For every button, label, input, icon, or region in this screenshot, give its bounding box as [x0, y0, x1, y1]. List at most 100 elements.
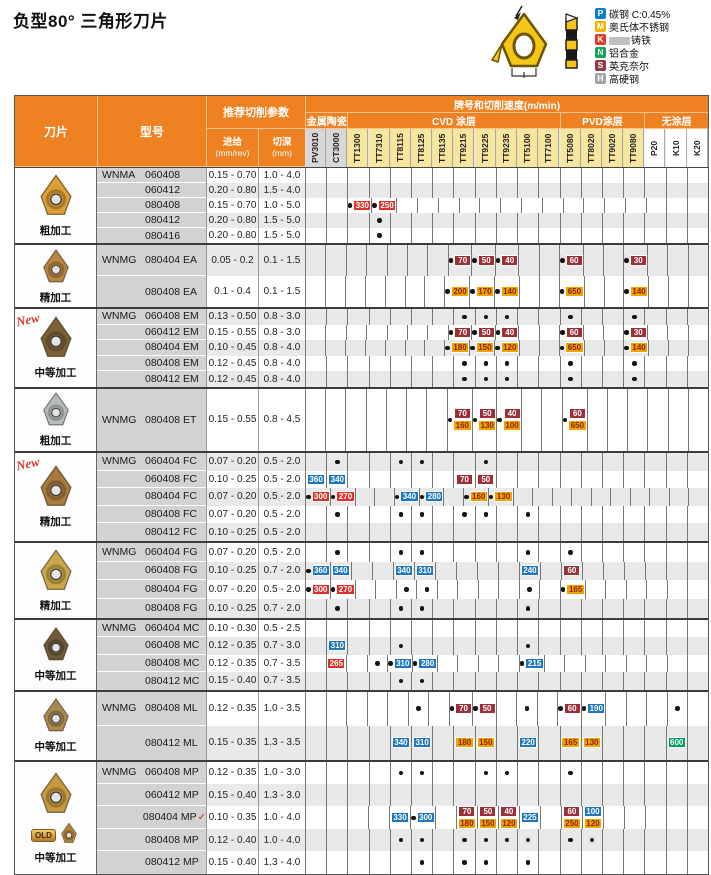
- speed-cell-K10: [665, 761, 687, 785]
- speed-box: 310: [328, 640, 347, 652]
- speed-cell-P20: [644, 371, 666, 387]
- grade-column-TT9215: TT9215: [453, 129, 475, 167]
- speed-cell-PV3010: 300: [305, 488, 330, 506]
- speed-cell-PV3010: [305, 340, 325, 356]
- legend-label: 铝合金: [609, 48, 639, 60]
- speed-cell-TT9235: 120: [494, 340, 519, 356]
- speed-cell-TT7100: [551, 488, 572, 506]
- speed-cell-TT5100: [517, 761, 539, 785]
- table-row: WNMG 080408 ML 0.12 - 0.35 1.0 - 3.5 70 50 60 1…: [97, 691, 708, 726]
- speed-cell-TT8125: [411, 228, 433, 243]
- speed-cell-TT1300: [347, 828, 369, 852]
- speed-box: 70: [456, 473, 474, 485]
- speed-cell-TT7310: [368, 168, 390, 183]
- machining-type-caption: 中等加工: [34, 741, 77, 754]
- speed-cell-TT8135: [432, 505, 454, 524]
- availability-dot: [375, 661, 380, 666]
- table-row: 080404 FG 0.07 - 0.20 0.5 - 2.0 300 270 165: [97, 580, 708, 599]
- speed-cell-TT7100: [538, 276, 559, 307]
- grade-column-TT8125: TT8125: [411, 129, 433, 167]
- speed-cell-P20: [644, 561, 666, 581]
- speed-cell-TT5080: [559, 619, 581, 638]
- speed-cell-PV3010: [305, 599, 327, 618]
- insert-photo-cell: 精加工: [15, 245, 97, 307]
- speed-cell-TT7310: [366, 691, 388, 726]
- speed-cell-TT8020: [580, 523, 602, 541]
- speed-cell-TT5080: [559, 452, 581, 471]
- speed-cell-TT5080: [559, 599, 581, 618]
- speed-cell-TT5080: 60: [560, 561, 582, 581]
- grade-column-TT9225: TT9225: [474, 129, 496, 167]
- speed-cell-TT8115: [389, 452, 412, 471]
- speed-cell-CT3000: [326, 761, 348, 785]
- speed-cell-TT8125: [404, 340, 425, 356]
- speed-cell-TT9235: [495, 619, 518, 638]
- availability-dot: [632, 376, 637, 382]
- table-row: WNMG 060408 MP 0.12 - 0.35 1.0 - 3.0: [97, 761, 708, 785]
- speed-cell-TT9080: [623, 599, 645, 618]
- speed-cell-TT5100: [517, 452, 539, 471]
- speed-cell-TT7310: 250: [371, 198, 397, 213]
- speed-cell-TT5080: [559, 309, 581, 325]
- availability-dot: [581, 706, 587, 711]
- doc-cell: 1.0 - 3.0: [258, 761, 305, 785]
- availability-dot: [624, 289, 629, 294]
- material-class-icon: H: [595, 72, 606, 84]
- old-insert-photo: [58, 822, 80, 849]
- speed-cell-TT8135: [432, 784, 454, 807]
- speed-box: 50: [478, 703, 496, 715]
- speed-cell-TT9215: 200: [444, 276, 470, 307]
- speed-box: 200: [450, 286, 470, 297]
- availability-dot: [525, 512, 531, 517]
- speed-cell-TT8115: [389, 828, 412, 852]
- doc-cell: 0.7 - 3.5: [258, 672, 305, 690]
- speed-cell-TT7100: [538, 672, 560, 690]
- model-cell: 080408: [97, 198, 206, 213]
- speed-cell-TT8115: [389, 637, 412, 655]
- shank-drawing: [565, 13, 579, 69]
- availability-dot: [398, 678, 404, 684]
- speed-cell-TT8135: [432, 542, 454, 562]
- grade-column-TT8115: TT8115: [389, 129, 412, 167]
- speed-cell-TT8135: [437, 198, 459, 213]
- speed-cell-K10: [668, 340, 689, 356]
- speed-cell-TT9225: [474, 784, 496, 807]
- speed-cell-CT3000: 270: [329, 488, 355, 506]
- speed-box: 50: [477, 473, 495, 485]
- speed-cell-TT8020: [580, 619, 602, 638]
- speed-cell-TT9215: [453, 452, 475, 471]
- speed-box: 70: [453, 408, 471, 420]
- speed-box: 50: [479, 806, 497, 818]
- speed-cell-TT5080: [564, 654, 585, 673]
- speed-cell-TT8135: [424, 340, 445, 356]
- speed-cell-K10: [665, 371, 687, 387]
- speed-cell-TT5080: [559, 213, 581, 228]
- old-badge: OLD: [31, 828, 56, 842]
- speed-cell-TT9225: [477, 654, 499, 673]
- speed-cell-TT9020: [602, 245, 624, 276]
- feed-cell: 0.12 - 0.40: [206, 828, 258, 852]
- availability-dot: [448, 330, 454, 335]
- speed-box: 340: [331, 565, 351, 577]
- speed-box: 120: [500, 342, 519, 354]
- doc-cell: 1.3 - 3.0: [258, 784, 305, 807]
- feed-cell: 0.12 - 0.35: [206, 654, 258, 673]
- doc-cell: 1.5 - 5.0: [258, 228, 305, 243]
- material-class-icon: N: [595, 46, 606, 58]
- speed-cell-TT1300: [345, 245, 367, 276]
- speed-cell-TT9225: 50: [474, 470, 496, 489]
- legend-label: 高硬钢: [609, 74, 639, 86]
- speed-cell-TT1300: [350, 561, 372, 581]
- grade-column-TT7100: TT7100: [538, 129, 560, 167]
- speed-cell-TT7310: [368, 309, 390, 325]
- table-row: WNMG 060404 FG 0.07 - 0.20 0.5 - 2.0: [97, 542, 708, 562]
- feed-cell: 0.20 - 0.80: [206, 183, 258, 198]
- speed-cell-TT1300: [347, 806, 369, 830]
- speed-cell-TT9020: [601, 183, 624, 198]
- speed-box: 650: [565, 342, 584, 354]
- speed-cell-TT7100: [538, 168, 560, 183]
- speed-cell-TT5080: 650: [558, 276, 584, 307]
- speed-cell-TT9215: [453, 505, 475, 524]
- speed-cell-TT7100: [538, 761, 560, 785]
- speed-cell-TT9080: 140: [623, 340, 649, 356]
